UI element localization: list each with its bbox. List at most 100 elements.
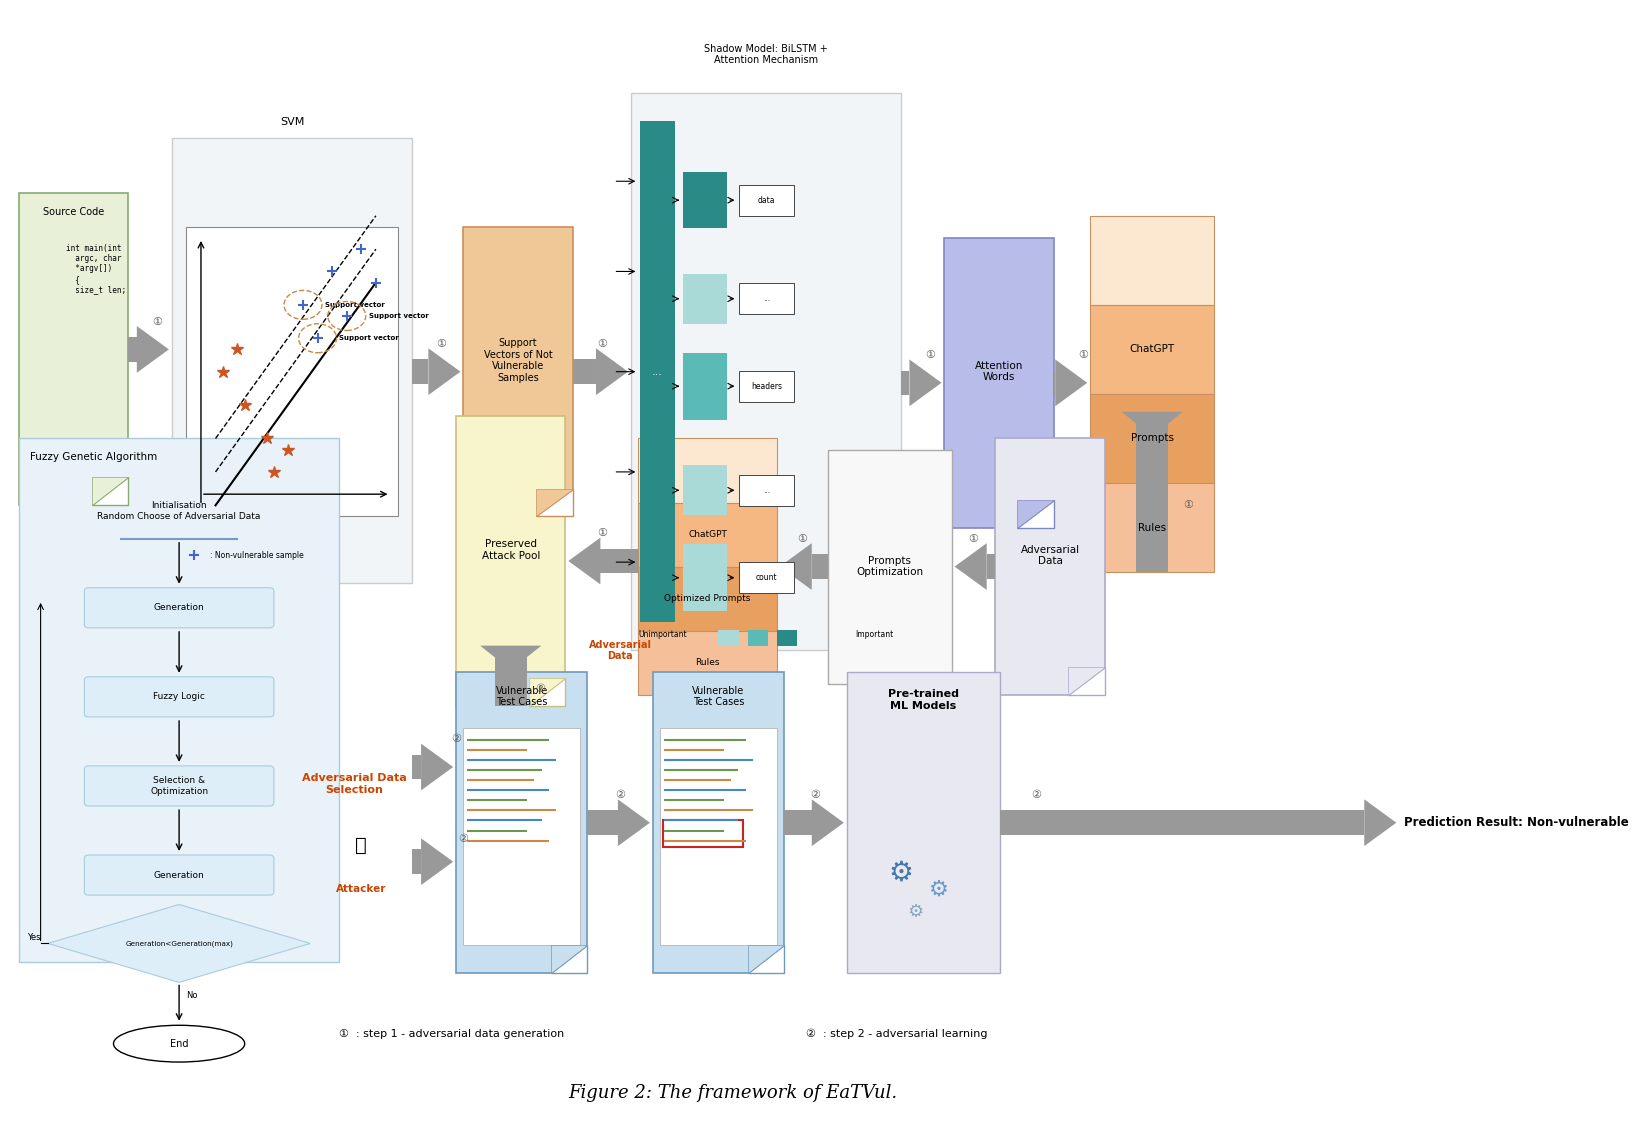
Text: Unimportant: Unimportant bbox=[638, 629, 687, 638]
Polygon shape bbox=[1121, 412, 1182, 436]
Bar bbox=[811, 554, 828, 579]
Bar bbox=[1000, 810, 1364, 835]
Bar bbox=[683, 544, 726, 611]
Bar bbox=[661, 728, 777, 945]
Text: 🕴: 🕴 bbox=[356, 836, 367, 855]
Bar bbox=[639, 121, 674, 623]
Text: Support vector: Support vector bbox=[339, 335, 398, 341]
Text: Rules: Rules bbox=[1137, 523, 1165, 533]
Polygon shape bbox=[551, 945, 587, 973]
Polygon shape bbox=[1364, 799, 1395, 846]
Text: count: count bbox=[756, 573, 777, 582]
Polygon shape bbox=[92, 478, 128, 505]
Bar bbox=[747, 631, 767, 645]
FancyBboxPatch shape bbox=[84, 766, 274, 806]
Bar bbox=[718, 631, 739, 645]
Polygon shape bbox=[428, 348, 461, 395]
Text: Support vector: Support vector bbox=[369, 313, 428, 319]
Bar bbox=[638, 503, 777, 567]
Text: ②: ② bbox=[457, 835, 469, 845]
Text: Rules: Rules bbox=[695, 659, 720, 668]
Polygon shape bbox=[747, 945, 783, 973]
Text: ①: ① bbox=[597, 528, 606, 539]
Bar bbox=[828, 450, 951, 683]
Text: ⚙: ⚙ bbox=[906, 903, 923, 921]
Text: ①: ① bbox=[1183, 500, 1193, 511]
Text: Selection &
Optimization: Selection & Optimization bbox=[149, 776, 208, 795]
Polygon shape bbox=[910, 359, 941, 406]
Bar bbox=[683, 352, 726, 420]
Polygon shape bbox=[1067, 666, 1105, 695]
Bar bbox=[739, 185, 793, 215]
Bar bbox=[777, 631, 797, 645]
Bar bbox=[411, 359, 428, 384]
Text: int main(int
  argc, char
  *argv[])
  {
  size_t len;: int main(int argc, char *argv[]) { size_… bbox=[66, 243, 126, 294]
FancyBboxPatch shape bbox=[84, 677, 274, 717]
Polygon shape bbox=[1016, 499, 1054, 527]
Text: ⚙: ⚙ bbox=[887, 858, 913, 886]
Bar bbox=[411, 849, 421, 874]
Text: Adversarial
Data: Adversarial Data bbox=[1019, 544, 1078, 567]
Polygon shape bbox=[747, 945, 783, 973]
Text: ②: ② bbox=[1031, 790, 1041, 800]
Text: Optimized Prompts: Optimized Prompts bbox=[664, 594, 751, 604]
Bar bbox=[638, 567, 777, 631]
Polygon shape bbox=[551, 945, 587, 973]
Text: Prompts
Optimization: Prompts Optimization bbox=[856, 555, 923, 578]
FancyBboxPatch shape bbox=[18, 193, 128, 505]
Bar bbox=[683, 173, 726, 228]
Polygon shape bbox=[536, 488, 572, 516]
FancyBboxPatch shape bbox=[456, 416, 565, 706]
Text: Pre-trained
ML Models: Pre-trained ML Models bbox=[887, 689, 959, 710]
Text: Support vector: Support vector bbox=[325, 302, 385, 307]
Bar bbox=[172, 138, 411, 583]
Bar bbox=[1136, 412, 1167, 572]
Polygon shape bbox=[421, 838, 452, 885]
Text: ①: ① bbox=[152, 316, 162, 327]
Bar bbox=[587, 810, 618, 835]
Polygon shape bbox=[92, 478, 128, 505]
Bar bbox=[783, 810, 811, 835]
Bar bbox=[739, 370, 793, 402]
Text: ChatGPT: ChatGPT bbox=[688, 530, 726, 539]
Text: ②: ② bbox=[615, 790, 624, 800]
Polygon shape bbox=[569, 537, 600, 585]
Text: ...: ... bbox=[762, 486, 770, 495]
FancyBboxPatch shape bbox=[84, 588, 274, 628]
Text: Generation<Generation(max): Generation<Generation(max) bbox=[125, 940, 233, 947]
Text: Yes: Yes bbox=[28, 934, 41, 942]
Text: Adversarial
Data: Adversarial Data bbox=[588, 640, 651, 661]
Bar bbox=[638, 631, 777, 695]
Polygon shape bbox=[779, 543, 811, 590]
Bar bbox=[572, 359, 595, 384]
Text: Figure 2: The framework of EaTVul.: Figure 2: The framework of EaTVul. bbox=[569, 1084, 897, 1102]
Bar bbox=[18, 439, 339, 962]
FancyBboxPatch shape bbox=[456, 672, 587, 973]
Bar bbox=[1090, 305, 1213, 394]
Text: Support
Vectors of Not
Vulnerable
Samples: Support Vectors of Not Vulnerable Sample… bbox=[484, 338, 552, 383]
Polygon shape bbox=[1016, 499, 1054, 527]
Polygon shape bbox=[811, 799, 844, 846]
Text: Preserved
Attack Pool: Preserved Attack Pool bbox=[482, 539, 539, 561]
Text: ...: ... bbox=[651, 367, 662, 377]
Bar bbox=[464, 728, 580, 945]
Text: Vulnerable
Test Cases: Vulnerable Test Cases bbox=[495, 686, 547, 707]
Text: Important: Important bbox=[854, 629, 893, 638]
Polygon shape bbox=[529, 678, 565, 706]
Bar bbox=[683, 274, 726, 324]
Text: Generation: Generation bbox=[154, 604, 205, 613]
Bar bbox=[683, 466, 726, 515]
FancyBboxPatch shape bbox=[995, 439, 1105, 695]
Text: Vulnerable
Test Cases: Vulnerable Test Cases bbox=[692, 686, 744, 707]
Text: No: No bbox=[187, 991, 198, 1001]
Polygon shape bbox=[536, 488, 572, 516]
Text: ⚙: ⚙ bbox=[928, 880, 947, 900]
Text: ②: ② bbox=[810, 790, 820, 800]
Bar bbox=[128, 337, 136, 361]
Polygon shape bbox=[421, 744, 452, 790]
Polygon shape bbox=[48, 904, 310, 983]
Text: Adversarial Data
Selection: Adversarial Data Selection bbox=[302, 773, 406, 794]
Bar bbox=[739, 562, 793, 594]
Text: ②: ② bbox=[451, 734, 461, 744]
Text: ①  : step 1 - adversarial data generation: ① : step 1 - adversarial data generation bbox=[339, 1029, 564, 1039]
